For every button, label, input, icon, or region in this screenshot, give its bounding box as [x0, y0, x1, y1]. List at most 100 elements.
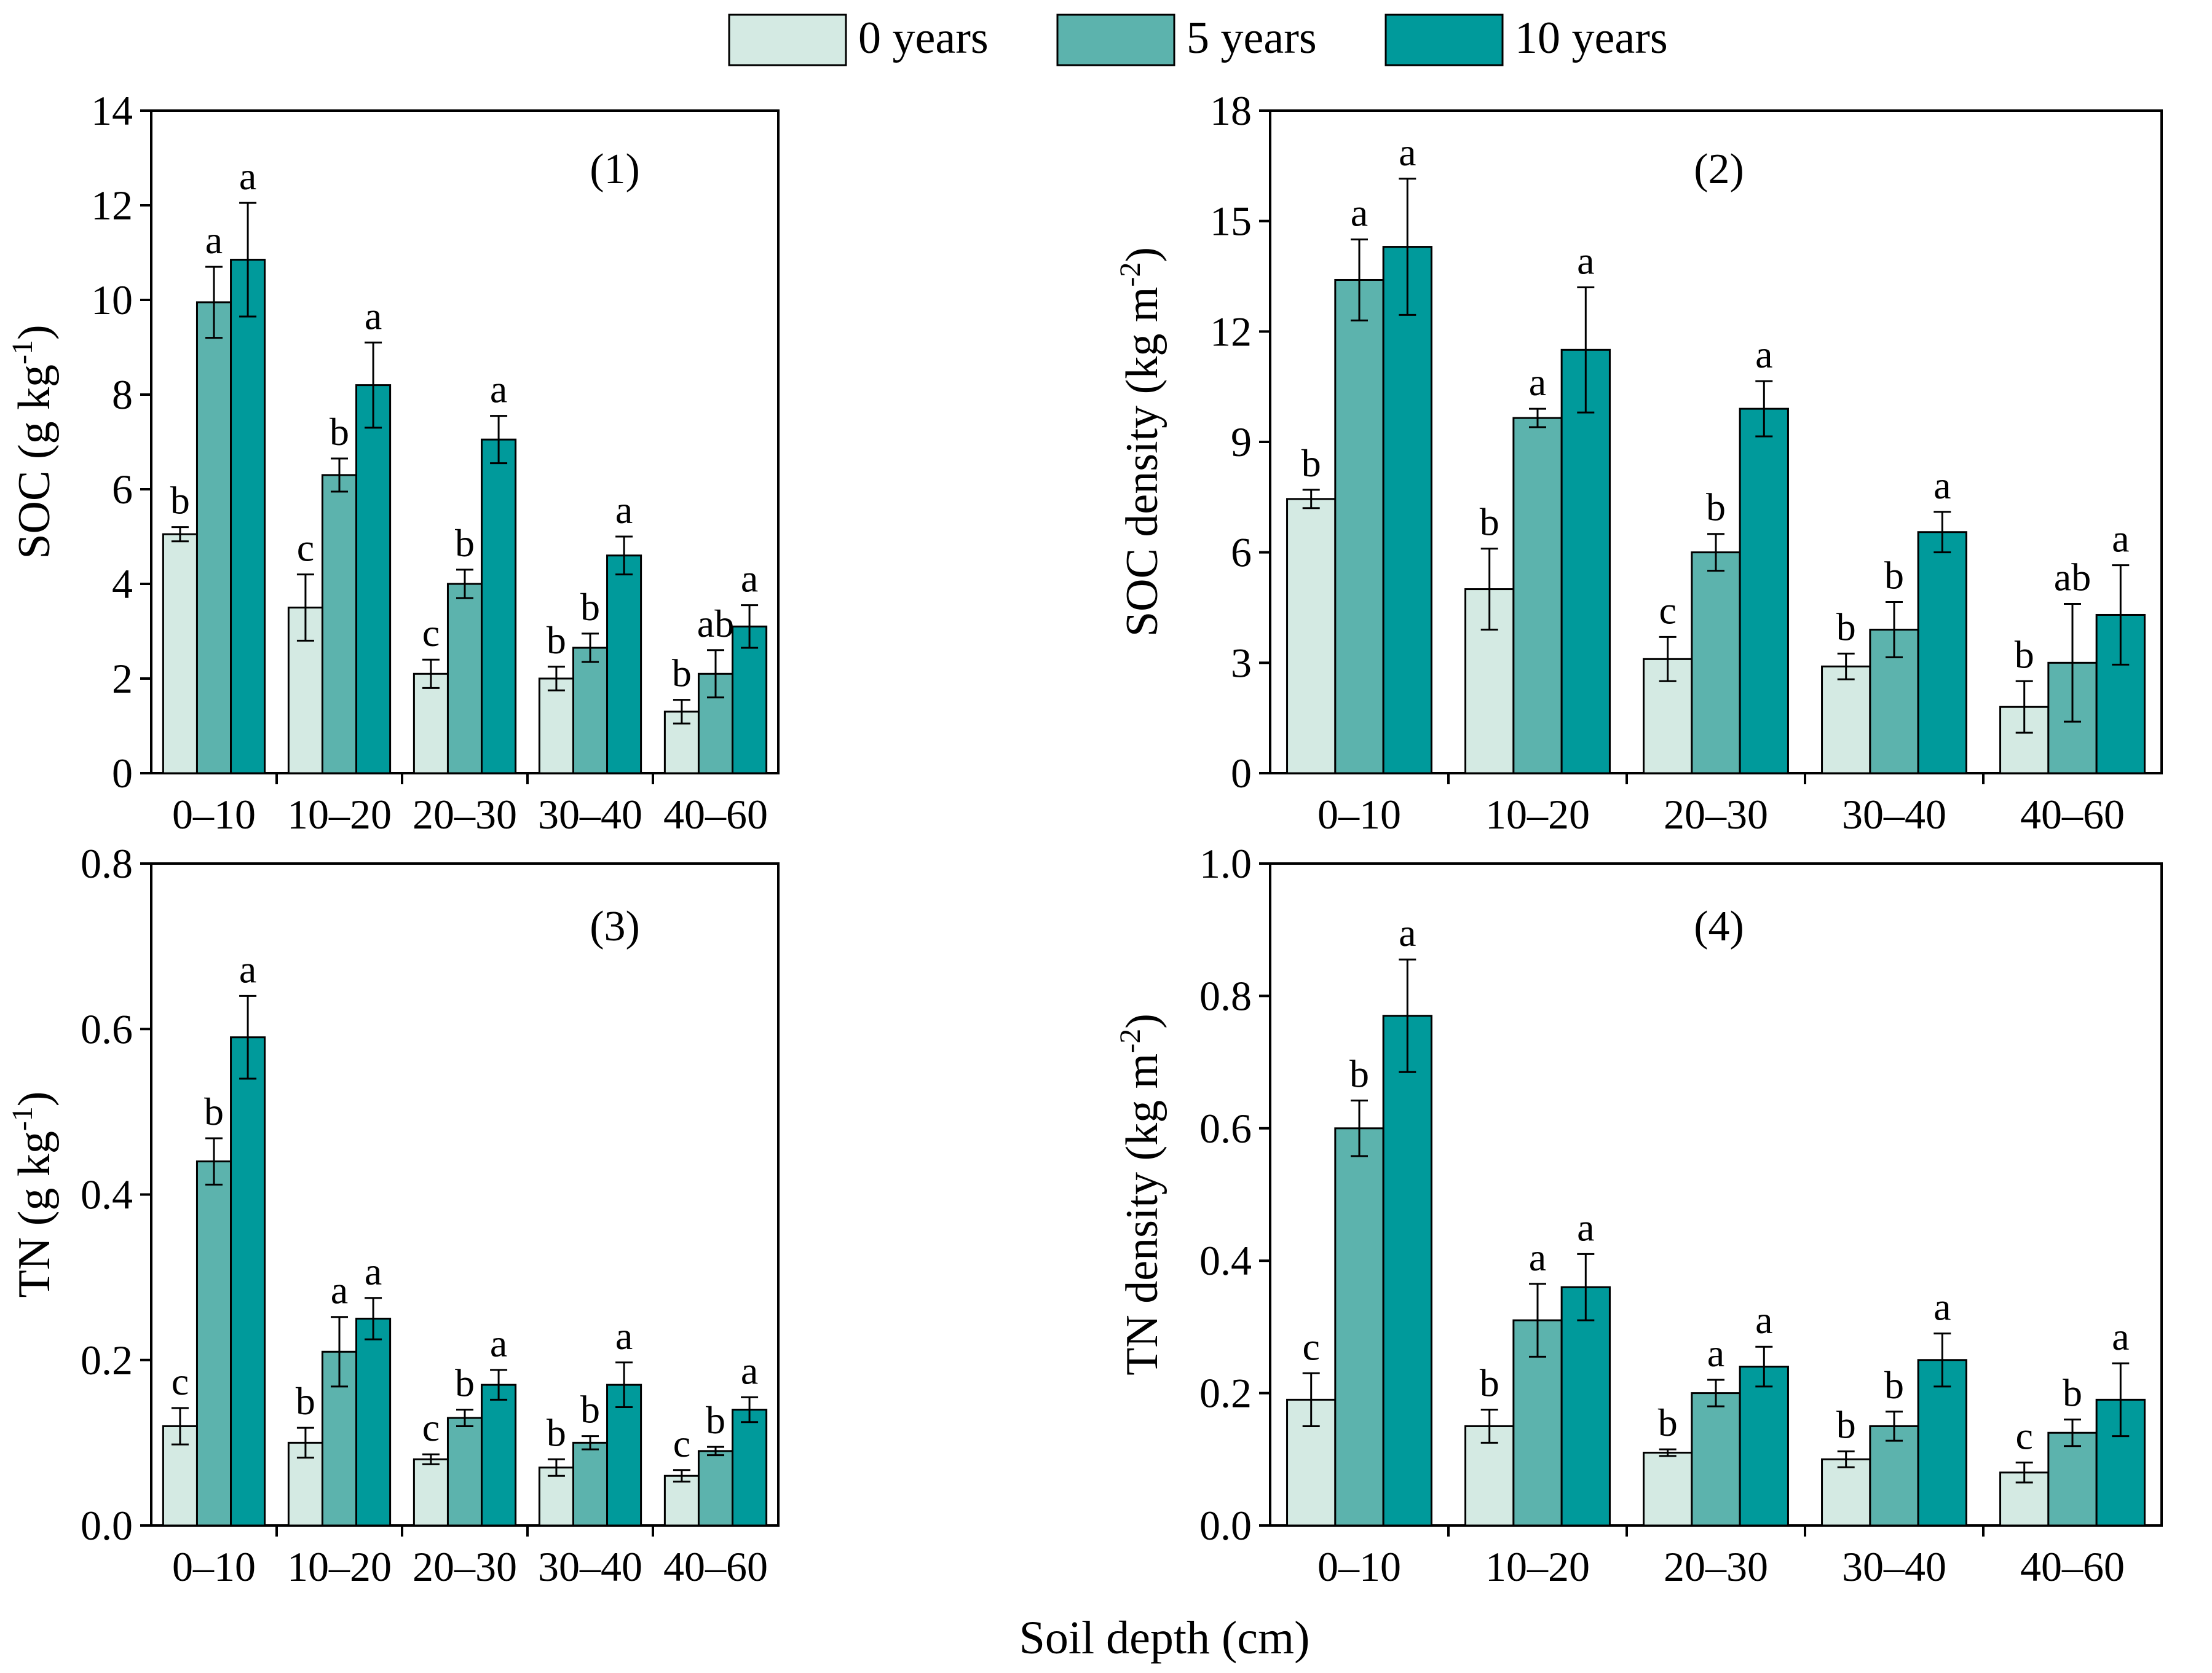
significance-letter: b: [1706, 486, 1726, 529]
y-tick-label: 6: [1231, 529, 1252, 576]
bar: [572, 647, 609, 774]
y-axis-title: SOC (g kg-1): [6, 325, 60, 559]
legend-label-0: 0 years: [858, 13, 989, 63]
y-tick-label: 12: [91, 182, 133, 229]
significance-letter: c: [2015, 1414, 2032, 1458]
significance-letter: a: [2112, 1315, 2129, 1358]
significance-letter: a: [1529, 360, 1546, 404]
y-axis-title: TN density (kg m-2): [1114, 1014, 1167, 1376]
bar: [413, 1458, 449, 1527]
significance-letter: a: [1934, 463, 1951, 507]
x-axis-title: Soil depth (cm): [1019, 1612, 1310, 1664]
legend-swatch-1: [1056, 14, 1175, 66]
legend-label-1: 5 years: [1187, 13, 1317, 63]
y-tick-label: 9: [1231, 419, 1252, 465]
significance-letter: b: [1349, 1052, 1369, 1096]
x-tick-label: 0–10: [1317, 1543, 1401, 1590]
x-tick-label: 10–20: [287, 791, 392, 838]
bar: [1739, 1366, 1789, 1527]
bar: [732, 625, 768, 774]
significance-letter: a: [1707, 1331, 1724, 1375]
y-tick-label: 0.8: [1199, 972, 1252, 1019]
panel-4: 0.0 0.2 0.4 0.6 0.8 1.0 TN density (kg m-2) (4)…: [1114, 840, 2163, 1590]
y-axis-title-tail: ): [9, 1092, 60, 1107]
y-axis-title-main: TN density (kg m: [1117, 1053, 1167, 1376]
bar: [446, 583, 483, 774]
significance-letter: b: [1884, 1363, 1904, 1407]
significance-letter: b: [672, 651, 692, 695]
significance-letter: a: [1399, 130, 1416, 174]
bar: [697, 1450, 734, 1527]
significance-letter: c: [1302, 1325, 1319, 1368]
significance-letter: c: [1659, 588, 1676, 632]
significance-letter: b: [170, 479, 190, 522]
significance-letter: b: [1658, 1401, 1678, 1444]
significance-letter: b: [204, 1090, 224, 1133]
bar: [1512, 417, 1563, 774]
y-axis-title: SOC density (kg m-2): [1114, 247, 1167, 637]
y-tick-label: 12: [1210, 308, 1252, 355]
y-tick-label: 0.4: [81, 1171, 133, 1218]
bar: [2047, 1431, 2098, 1527]
significance-letter: b: [2063, 1371, 2082, 1415]
y-tick-label: 0.6: [81, 1006, 133, 1052]
y-axis-title-tail: ): [1117, 247, 1167, 262]
significance-letter: a: [331, 1269, 348, 1312]
y-tick-label: 0: [112, 750, 133, 797]
significance-letter: b: [580, 1388, 600, 1431]
significance-letter: a: [1934, 1285, 1951, 1329]
y-axis-title-main: SOC (g kg: [9, 364, 60, 559]
significance-letter: a: [490, 368, 507, 411]
significance-letter: b: [1302, 441, 1321, 485]
panel-label: (2): [1694, 146, 1744, 193]
y-tick-label: 0.2: [81, 1337, 133, 1384]
y-axis-title-tail: ): [9, 325, 60, 340]
significance-letter: b: [1836, 1403, 1856, 1446]
x-tick-label: 10–20: [287, 1543, 392, 1590]
x-tick-label: 40–60: [663, 791, 768, 838]
y-tick-label: 0.8: [81, 840, 133, 887]
y-axis-title-exponent: -2: [1114, 1029, 1147, 1053]
significance-letter: c: [172, 1360, 189, 1403]
significance-letter: a: [205, 218, 223, 262]
significance-letter: a: [1351, 191, 1368, 235]
legend-label-2: 10 years: [1515, 13, 1668, 63]
bar: [1643, 1452, 1693, 1527]
bar: [1382, 246, 1432, 774]
y-axis-title-main: TN (g kg: [9, 1131, 60, 1297]
bar: [481, 438, 517, 774]
y-axis-title: TN (g kg-1): [6, 1092, 60, 1298]
y-axis-title-exponent: -1: [6, 340, 39, 364]
bar: [1691, 551, 1741, 774]
y-tick-label: 8: [112, 371, 133, 418]
significance-letter: b: [1480, 1361, 1499, 1405]
significance-letter: b: [706, 1398, 725, 1442]
x-tick-label: 40–60: [2020, 791, 2125, 838]
significance-letter: a: [1755, 333, 1772, 376]
y-tick-label: 1.0: [1199, 840, 1252, 887]
bar: [162, 533, 198, 774]
legend: 0 years 5 years 10 years: [728, 13, 1668, 66]
x-tick-label: 20–30: [1664, 791, 1768, 838]
y-tick-label: 0: [1231, 750, 1252, 797]
significance-letter: a: [1755, 1298, 1772, 1342]
significance-letter: b: [1480, 500, 1499, 544]
bar: [606, 1384, 642, 1527]
x-tick-label: 30–40: [538, 791, 642, 838]
significance-letter: b: [547, 618, 566, 662]
significance-letter: b: [1836, 605, 1856, 648]
x-tick-label: 40–60: [663, 1543, 768, 1590]
y-tick-label: 4: [112, 561, 133, 607]
bar: [1560, 1286, 1611, 1527]
bar: [196, 1160, 232, 1527]
bar: [446, 1417, 483, 1527]
x-tick-label: 0–10: [172, 1543, 256, 1590]
bar: [1560, 348, 1611, 774]
significance-letter: b: [455, 1361, 475, 1405]
significance-letter: a: [741, 1348, 758, 1392]
y-tick-label: 0.2: [1199, 1370, 1252, 1417]
y-axis-title-main: SOC density (kg m: [1117, 287, 1167, 637]
